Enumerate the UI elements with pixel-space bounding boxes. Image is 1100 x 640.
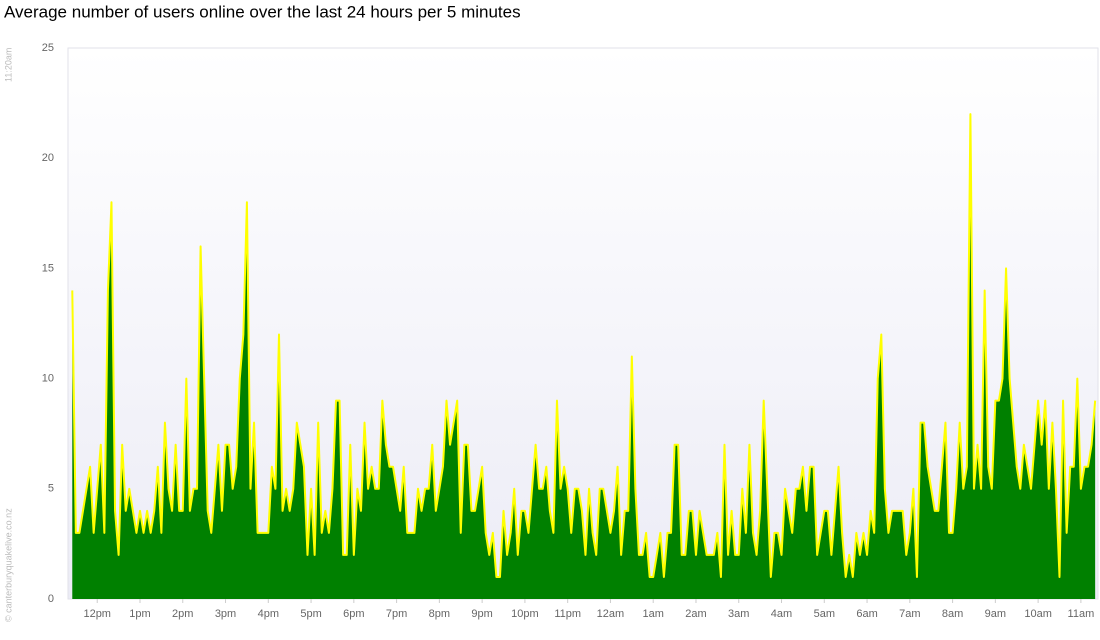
x-tick-label: 4am: [771, 608, 792, 620]
x-tick-label: 3am: [728, 608, 749, 620]
x-tick-label: 10pm: [511, 608, 539, 620]
y-tick-label: 25: [42, 42, 54, 54]
x-tick-label: 3pm: [215, 608, 236, 620]
x-tick-label: 10am: [1024, 608, 1052, 620]
y-tick-label: 5: [48, 483, 54, 495]
x-tick-label: 1pm: [129, 608, 150, 620]
x-tick-label: 5am: [814, 608, 835, 620]
x-tick-label: 9am: [985, 608, 1006, 620]
area-line: [71, 113, 1097, 578]
credit: © canterburyquakelive.co.nz: [3, 508, 13, 622]
x-tick-label: 7am: [899, 608, 920, 620]
x-tick-label: 1am: [643, 608, 664, 620]
x-tick-label: 8pm: [429, 608, 450, 620]
x-tick-label: 11am: [1068, 608, 1095, 620]
x-tick-label: 12pm: [83, 608, 111, 620]
x-tick-label: 11pm: [554, 608, 581, 620]
side-time: 11:20am: [3, 48, 13, 82]
y-tick-label: 15: [42, 262, 54, 274]
y-tick-label: 20: [42, 152, 54, 164]
x-tick-label: 6am: [856, 608, 877, 620]
x-tick-label: 2pm: [172, 608, 193, 620]
chart-title: Average number of users online over the …: [4, 2, 521, 21]
x-tick-label: 12am: [597, 608, 625, 620]
y-tick-label: 10: [42, 373, 54, 385]
x-tick-label: 7pm: [386, 608, 407, 620]
y-tick-label: 0: [48, 593, 54, 605]
x-tick-label: 4pm: [258, 608, 279, 620]
x-tick-label: 8am: [942, 608, 963, 620]
x-tick-label: 2am: [685, 608, 706, 620]
x-tick-label: 9pm: [471, 608, 492, 620]
area-fill: [72, 114, 1096, 600]
x-tick-label: 6pm: [343, 608, 364, 620]
x-tick-label: 5pm: [300, 608, 321, 620]
